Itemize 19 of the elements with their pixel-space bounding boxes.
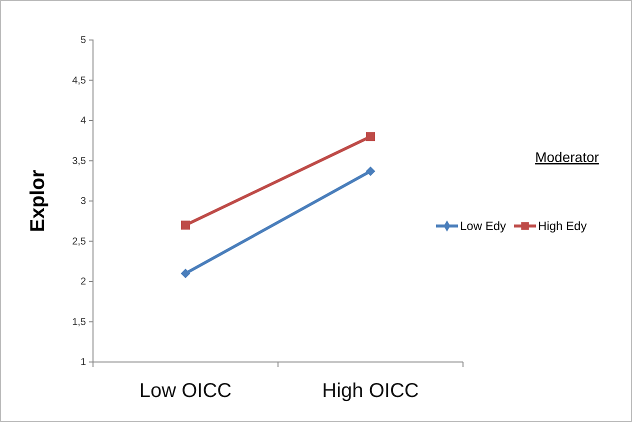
y-tick-label: 3	[80, 196, 86, 208]
x-tick-label: Low OICC	[139, 380, 232, 402]
legend-label: Low Edy	[460, 219, 506, 233]
y-tick-label: 2,5	[72, 236, 86, 248]
y-tick-label: 4,5	[72, 75, 86, 86]
y-tick-label: 1	[80, 357, 86, 368]
x-tick-label: High OICC	[322, 380, 419, 402]
y-tick-label: 3,5	[72, 156, 86, 167]
point	[181, 220, 190, 230]
y-tick-label: 4	[80, 116, 86, 127]
point	[366, 132, 375, 142]
point	[180, 268, 190, 278]
y-tick-label: 5	[80, 35, 86, 46]
y-axis-title: Explor	[27, 170, 49, 232]
y-tick-label: 2	[80, 276, 86, 288]
point	[366, 166, 376, 176]
legend-title: Moderator	[535, 149, 600, 165]
y-tick-label: 1,5	[72, 316, 86, 328]
legend-label: High Edy	[538, 219, 587, 233]
